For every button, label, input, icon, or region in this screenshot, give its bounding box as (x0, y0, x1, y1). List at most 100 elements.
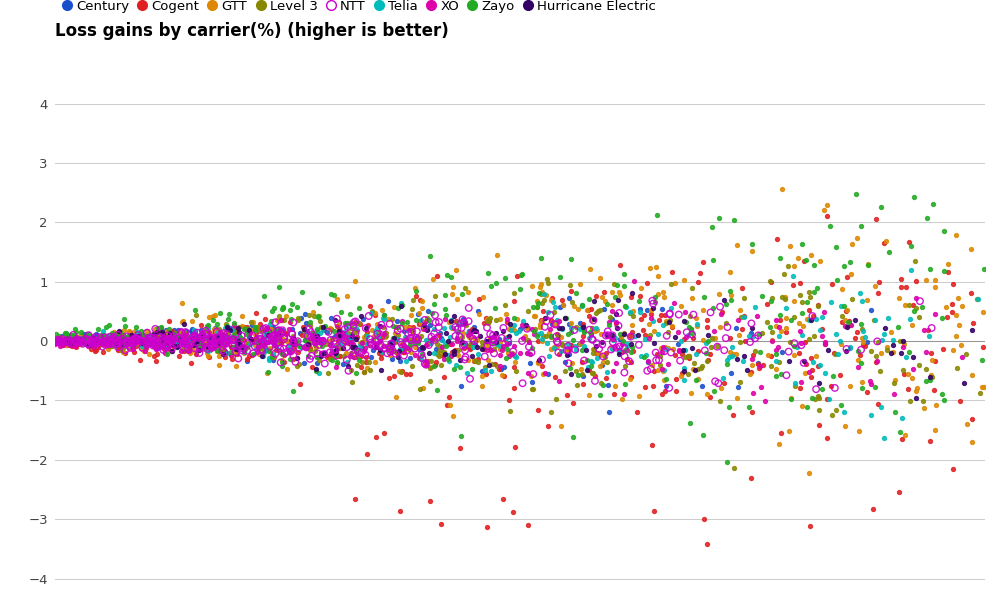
Point (676, 352, 692, 362)
Point (105, 339, 121, 349)
Point (347, 368, 363, 378)
Point (162, 328, 178, 338)
Point (527, 311, 543, 321)
Point (554, 339, 570, 349)
Point (800, 315, 816, 325)
Point (549, 315, 565, 325)
Point (361, 311, 377, 321)
Point (243, 325, 258, 335)
Point (228, 327, 244, 336)
Point (644, 299, 660, 309)
Point (94, 347, 110, 357)
Point (803, 365, 819, 375)
Point (529, 359, 545, 368)
Point (338, 333, 354, 343)
Point (100, 339, 116, 349)
Point (62, 340, 78, 350)
Point (229, 339, 245, 349)
Point (866, 315, 882, 325)
Point (798, 298, 814, 308)
Point (132, 355, 148, 365)
Point (248, 333, 264, 343)
Point (919, 325, 935, 335)
Point (168, 339, 184, 349)
Point (90, 336, 106, 346)
Point (252, 325, 268, 335)
Point (879, 343, 895, 352)
Point (565, 335, 580, 345)
Point (434, 342, 450, 352)
Point (161, 338, 177, 347)
Point (279, 341, 295, 351)
Point (460, 332, 476, 342)
Point (109, 336, 125, 346)
Point (305, 328, 321, 338)
Point (209, 333, 225, 343)
Point (351, 355, 367, 365)
Point (483, 338, 499, 348)
Point (387, 328, 403, 338)
Point (852, 319, 868, 329)
Point (557, 357, 573, 367)
Point (215, 345, 231, 355)
Point (106, 338, 122, 347)
Point (895, 336, 911, 346)
Point (344, 331, 360, 341)
Point (650, 329, 666, 339)
Point (853, 333, 869, 343)
Point (648, 349, 664, 359)
Point (67, 332, 83, 342)
Point (553, 346, 569, 356)
Point (108, 330, 124, 340)
Point (584, 347, 600, 357)
Point (166, 325, 182, 335)
Point (827, 242, 843, 252)
Point (271, 311, 287, 321)
Point (580, 333, 596, 343)
Point (594, 357, 610, 367)
Point (165, 333, 181, 343)
Point (255, 333, 271, 343)
Point (780, 426, 796, 436)
Point (621, 308, 637, 317)
Point (200, 323, 216, 333)
Point (414, 349, 429, 359)
Point (533, 279, 549, 289)
Point (862, 346, 878, 355)
Point (793, 308, 809, 317)
Point (333, 307, 349, 317)
Point (227, 328, 243, 338)
Point (897, 352, 912, 362)
Point (481, 313, 497, 323)
Point (610, 349, 626, 359)
Point (682, 388, 698, 398)
Point (512, 323, 528, 333)
Point (273, 328, 289, 338)
Point (169, 342, 185, 352)
Point (873, 202, 889, 212)
Point (158, 345, 174, 355)
Point (491, 314, 507, 323)
Point (827, 349, 843, 359)
Point (932, 389, 948, 399)
Point (479, 268, 495, 278)
Point (193, 330, 209, 340)
Point (155, 330, 171, 339)
Point (198, 326, 214, 336)
Point (203, 338, 219, 347)
Point (256, 339, 272, 349)
Point (576, 341, 591, 351)
Point (491, 351, 507, 360)
Point (639, 366, 655, 376)
Point (795, 356, 811, 366)
Point (602, 333, 618, 343)
Point (767, 371, 783, 381)
Point (139, 326, 155, 336)
Point (211, 333, 227, 343)
Point (793, 402, 809, 411)
Point (172, 346, 188, 356)
Point (263, 306, 279, 315)
Point (117, 336, 133, 346)
Point (548, 331, 564, 341)
Point (690, 277, 706, 287)
